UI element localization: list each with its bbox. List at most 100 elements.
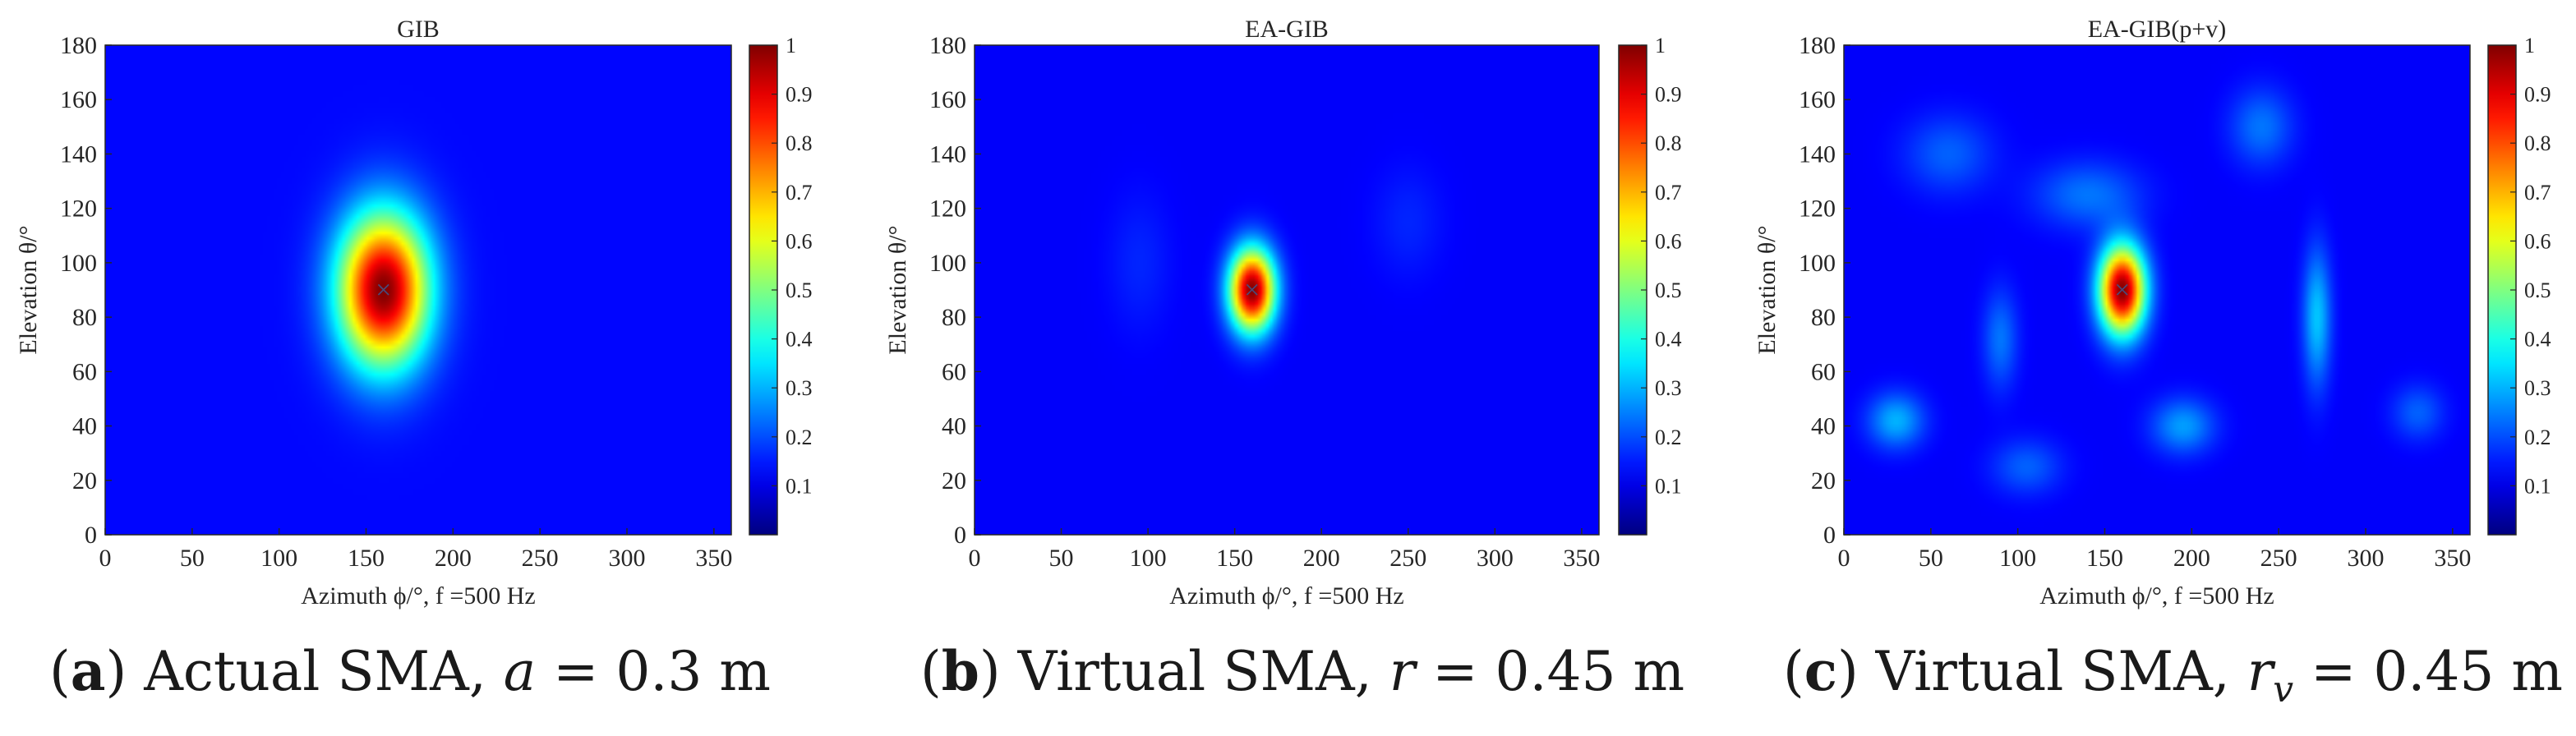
source-marker: × — [1244, 275, 1260, 306]
x-tick-label: 0 — [1838, 545, 1850, 572]
colorbar-tick-label: 0.9 — [2524, 83, 2551, 107]
y-tick-label: 160 — [929, 86, 966, 113]
colorbar-tick-label: 0.2 — [2524, 426, 2551, 449]
x-tick-label: 200 — [435, 545, 472, 572]
x-axis-label: Azimuth ϕ/°, f =500 Hz — [301, 582, 536, 610]
chart-title: GIB — [397, 16, 440, 43]
x-tick-label: 200 — [2173, 545, 2210, 572]
colorbar-tick-label: 0.7 — [2524, 181, 2551, 205]
colorbar-tick-label: 0.2 — [1655, 426, 1682, 449]
x-tick-label: 150 — [1216, 545, 1253, 572]
source-marker: × — [376, 275, 391, 306]
colorbar-tick-label: 0.8 — [786, 131, 813, 155]
y-tick-label: 20 — [1811, 467, 1836, 494]
colorbar-tick-label: 1 — [1655, 34, 1666, 58]
x-tick-label: 150 — [348, 545, 385, 572]
colorbar-tick-label: 0.1 — [2524, 474, 2551, 498]
x-tick-label: 50 — [1049, 545, 1074, 572]
colorbar-tick-label: 0.9 — [786, 83, 813, 107]
y-tick-label: 180 — [1799, 32, 1836, 59]
colorbar-tick-label: 1 — [2524, 34, 2535, 58]
caption-a: (a) Actual SMA, a = 0.3 m — [49, 639, 771, 703]
y-tick-label: 180 — [929, 32, 966, 59]
colorbar-tick-label: 0.5 — [2524, 278, 2551, 302]
y-tick-label: 60 — [72, 358, 97, 385]
y-tick-label: 80 — [72, 304, 97, 331]
x-tick-label: 0 — [99, 545, 112, 572]
x-tick-label: 200 — [1303, 545, 1340, 572]
y-tick-label: 40 — [1811, 413, 1836, 440]
y-tick-label: 120 — [1799, 196, 1836, 223]
y-tick-label: 80 — [942, 304, 966, 331]
y-tick-label: 0 — [954, 522, 966, 549]
chart-panel-a: GIB 0 50 100 150 200 250 300 350 0 20 40 60 80 100 120 1… — [15, 16, 813, 610]
x-tick-label: 300 — [2348, 545, 2385, 572]
colorbar-tick-label: 0.6 — [786, 229, 813, 253]
chart-panel-c: EA-GIB(p+v) 0 50 100 150 200 250 300 350 0 20 40 60 8… — [1753, 16, 2551, 610]
y-tick-label: 60 — [942, 358, 966, 385]
y-tick-label: 40 — [942, 413, 966, 440]
colorbar-tick-label: 0.8 — [2524, 131, 2551, 155]
y-tick-label: 120 — [60, 196, 97, 223]
y-tick-label: 140 — [60, 140, 97, 168]
x-tick-label: 350 — [695, 545, 732, 572]
heatmap-image — [105, 45, 731, 535]
y-tick-label: 20 — [72, 467, 97, 494]
colorbar-tick-label: 0.9 — [1655, 83, 1682, 107]
colorbar-tick-label: 0.6 — [2524, 229, 2551, 253]
x-tick-label: 150 — [2086, 545, 2123, 572]
colorbar-tick-label: 0.5 — [1655, 278, 1682, 302]
y-tick-label: 20 — [942, 467, 966, 494]
y-tick-label: 60 — [1811, 358, 1836, 385]
caption-b: (b) Virtual SMA, r = 0.45 m — [920, 639, 1685, 703]
y-axis-label: Elevation θ/° — [884, 225, 911, 354]
x-tick-label: 50 — [1919, 545, 1943, 572]
x-tick-label: 300 — [609, 545, 646, 572]
x-axis-label: Azimuth ϕ/°, f =500 Hz — [1169, 582, 1404, 610]
y-tick-label: 180 — [60, 32, 97, 59]
y-tick-label: 100 — [1799, 250, 1836, 277]
y-tick-label: 160 — [60, 86, 97, 113]
y-tick-label: 40 — [72, 413, 97, 440]
x-tick-label: 300 — [1477, 545, 1514, 572]
chart-panel-b: EA-GIB 0 50 100 150 200 250 300 350 0 20 40 60 80 100 1… — [884, 16, 1682, 610]
x-tick-label: 250 — [522, 545, 559, 572]
chart-title: EA-GIB — [1245, 16, 1329, 43]
colorbar-tick-label: 0.7 — [786, 181, 813, 205]
y-tick-label: 100 — [929, 250, 966, 277]
colorbar-tick-label: 0.1 — [786, 474, 813, 498]
plot-frame — [104, 44, 732, 536]
plot-frame — [974, 44, 1600, 536]
heatmap-image — [1844, 45, 2470, 535]
colorbar-tick-label: 0.1 — [1655, 474, 1682, 498]
x-tick-label: 250 — [1389, 545, 1426, 572]
colorbar-tick-label: 0.4 — [786, 328, 813, 352]
x-tick-label: 50 — [180, 545, 205, 572]
colorbar-tick-label: 0.3 — [1655, 376, 1682, 400]
y-tick-label: 160 — [1799, 86, 1836, 113]
x-tick-label: 100 — [1130, 545, 1167, 572]
x-tick-label: 250 — [2260, 545, 2297, 572]
y-tick-label: 0 — [1823, 522, 1836, 549]
colorbar-tick-label: 0.2 — [786, 426, 813, 449]
y-tick-label: 80 — [1811, 304, 1836, 331]
x-tick-label: 100 — [260, 545, 297, 572]
y-tick-label: 100 — [60, 250, 97, 277]
colorbar-tick-label: 0.3 — [786, 376, 813, 400]
colorbar-tick-label: 0.8 — [1655, 131, 1682, 155]
colorbar-tick-label: 0.5 — [786, 278, 813, 302]
y-tick-label: 140 — [1799, 140, 1836, 168]
x-tick-label: 0 — [969, 545, 981, 572]
x-axis-label: Azimuth ϕ/°, f =500 Hz — [2039, 582, 2274, 610]
colorbar-tick-label: 0.4 — [2524, 328, 2551, 352]
heatmap-image — [975, 45, 1599, 535]
y-axis-label: Elevation θ/° — [15, 225, 42, 354]
x-tick-label: 350 — [2434, 545, 2471, 572]
x-tick-label: 100 — [1999, 545, 2036, 572]
y-axis-label: Elevation θ/° — [1753, 225, 1781, 354]
colorbar-tick-label: 0.6 — [1655, 229, 1682, 253]
colorbar-tick-label: 0.7 — [1655, 181, 1682, 205]
x-tick-label: 350 — [1563, 545, 1600, 572]
source-marker: × — [2114, 275, 2130, 306]
